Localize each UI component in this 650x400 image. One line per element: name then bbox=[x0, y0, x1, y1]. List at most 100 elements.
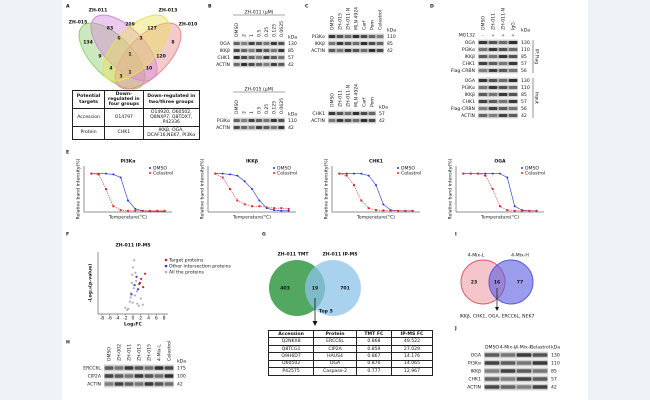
lane-label: DMSO bbox=[330, 93, 336, 107]
scatter-point bbox=[130, 293, 133, 296]
series-point bbox=[353, 172, 355, 175]
venn-count: 120 bbox=[156, 54, 166, 60]
venn-set-label: 4-Mix-H bbox=[511, 253, 529, 259]
series-point bbox=[484, 174, 487, 177]
panel-label: I bbox=[455, 232, 457, 238]
scatter-point bbox=[132, 287, 135, 290]
blot-band bbox=[478, 106, 488, 111]
series-point bbox=[535, 209, 538, 212]
lane-label: MLN 4924 bbox=[354, 7, 360, 30]
table-cell: Caspase-2 bbox=[313, 367, 357, 376]
x-tick-label: -6 bbox=[107, 316, 112, 322]
protein-label: PI3Kα bbox=[312, 34, 325, 40]
legend-label: Celastrol bbox=[153, 171, 173, 177]
venn-count: 209 bbox=[125, 22, 135, 28]
blot-band bbox=[478, 85, 488, 90]
blot-band bbox=[328, 111, 336, 116]
blot-band bbox=[270, 48, 277, 53]
blot-band bbox=[233, 62, 240, 67]
table: Accession Protein TMT FC IP-MS FC Q2NKX8 ERCC… bbox=[267, 329, 434, 376]
blot-strip bbox=[484, 375, 548, 383]
blot-band bbox=[255, 41, 263, 46]
lane-label: Carf bbox=[362, 20, 368, 30]
blot-band bbox=[484, 353, 500, 357]
table-cell: CIP2A bbox=[313, 344, 357, 354]
blot-band bbox=[498, 40, 508, 45]
treatment-sign: + bbox=[501, 33, 505, 39]
protein-label: PI3Kα bbox=[217, 118, 230, 124]
legend-label: Celastrol bbox=[277, 171, 297, 177]
venn-set bbox=[114, 22, 182, 90]
blot-band bbox=[164, 382, 174, 386]
protein-label: CHK1 bbox=[217, 55, 230, 61]
series-point bbox=[404, 209, 407, 212]
series-point bbox=[273, 209, 275, 212]
lane-label: 1 bbox=[249, 111, 255, 114]
venn-count: 127 bbox=[147, 26, 157, 32]
blot-band bbox=[233, 41, 240, 46]
kda-label: 57 bbox=[379, 111, 385, 117]
blot-band bbox=[500, 385, 516, 389]
blot-band bbox=[376, 34, 384, 39]
series-point bbox=[491, 172, 494, 175]
legend-marker bbox=[164, 264, 168, 268]
venn-set-label: ZH-015 bbox=[69, 20, 88, 26]
scatter-point bbox=[131, 266, 135, 269]
lane-label: ZH-013 bbox=[137, 344, 143, 361]
blot-band bbox=[488, 78, 498, 83]
blot-band bbox=[336, 41, 344, 46]
blot-band bbox=[248, 125, 255, 130]
blot-band bbox=[328, 118, 336, 123]
blot-band bbox=[164, 366, 174, 370]
venn-set-label: ZH-013 bbox=[159, 8, 178, 14]
lane-label: 4-Mix-L bbox=[500, 345, 517, 351]
arrow-label: Top 5 bbox=[319, 309, 333, 315]
series-point bbox=[345, 174, 348, 177]
treatment-sign: + bbox=[511, 33, 515, 39]
kda-label: 110 bbox=[387, 34, 396, 40]
blot-band bbox=[255, 55, 263, 60]
blot-band bbox=[241, 48, 248, 53]
blot-band bbox=[488, 85, 498, 90]
series-point bbox=[214, 172, 217, 175]
unit-label: kDa bbox=[551, 345, 560, 351]
lane-label: Pom bbox=[370, 20, 376, 30]
blot-band bbox=[498, 54, 508, 59]
venn-set-label: 4-Mix-L bbox=[468, 253, 485, 259]
table-cell: Q9H6D7 bbox=[267, 352, 315, 361]
legend-label: DMSO bbox=[153, 166, 167, 172]
panel-label: B bbox=[208, 4, 212, 10]
series-point bbox=[119, 176, 122, 179]
blot-band bbox=[336, 118, 344, 123]
series-point bbox=[280, 207, 283, 210]
table-cell: Q2NKX8 bbox=[267, 337, 315, 346]
x-tick-label: 4 bbox=[147, 316, 150, 322]
table-cell: Down-regulated in two/three groups bbox=[142, 89, 201, 110]
blot-band bbox=[270, 55, 277, 60]
y-axis-label: Relative band intensity(%) bbox=[324, 158, 330, 219]
treatment-label: MG132 bbox=[459, 33, 475, 39]
blot-strip bbox=[478, 39, 518, 46]
blot-band bbox=[508, 92, 518, 97]
lane-label: 4-Mix-H bbox=[515, 345, 533, 351]
venn-count: 403 bbox=[280, 286, 290, 292]
blot-band bbox=[368, 41, 376, 46]
series-point bbox=[127, 209, 129, 212]
venn-count: 134 bbox=[83, 40, 93, 46]
series-point bbox=[528, 209, 531, 212]
x-axis-label: Log₂FC bbox=[124, 322, 143, 328]
blot-strip bbox=[478, 91, 518, 98]
blot-band bbox=[278, 125, 285, 130]
lane-label: 0.125 bbox=[271, 24, 277, 37]
series-point bbox=[127, 199, 129, 202]
blot-band bbox=[241, 41, 248, 46]
blot-band bbox=[255, 118, 263, 123]
lane-label: DMSO bbox=[485, 345, 499, 351]
blot-band bbox=[532, 353, 548, 357]
series-point bbox=[462, 172, 465, 175]
blot-band bbox=[241, 62, 248, 67]
series-point bbox=[97, 173, 100, 176]
unit-label: kDa bbox=[521, 28, 530, 34]
table-cell: Accession bbox=[267, 329, 315, 339]
